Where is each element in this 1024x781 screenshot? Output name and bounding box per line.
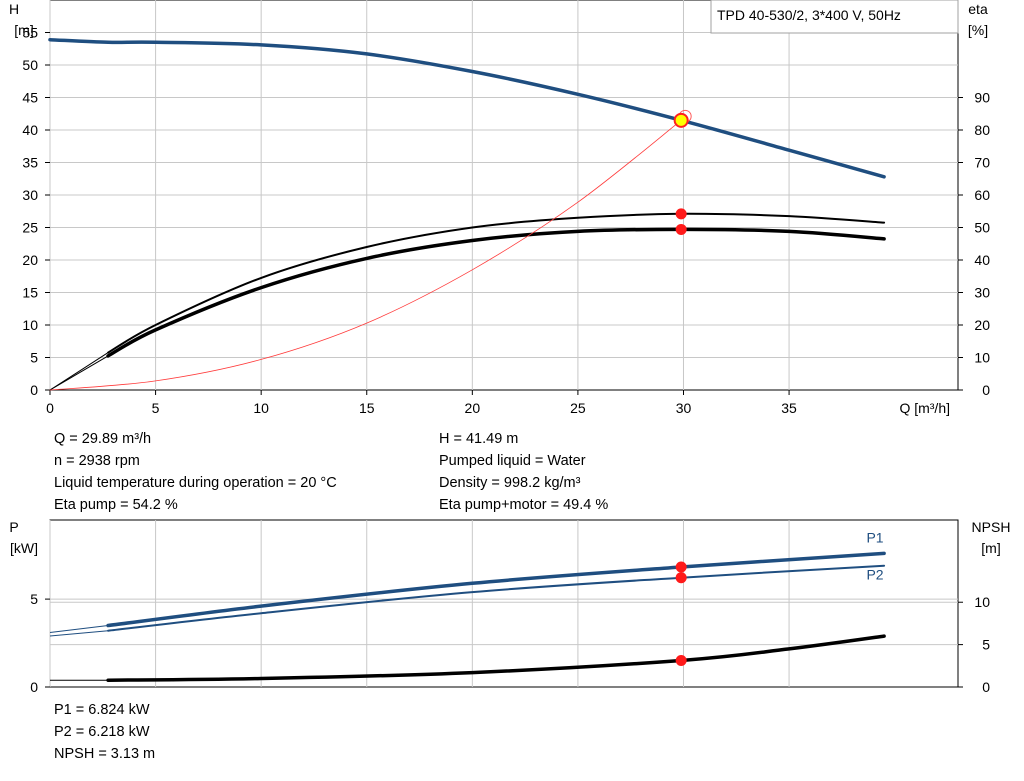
eta-pump-motor-curve	[106, 227, 886, 358]
y-tick-label: 30	[22, 187, 38, 203]
head-axis-unit: [m]	[14, 22, 33, 38]
x-tick-label: 20	[465, 400, 481, 416]
x-tick-label: 15	[359, 400, 375, 416]
y-tick-label: 5	[30, 350, 38, 366]
p1-curve	[106, 551, 886, 628]
eta-axis-unit: [%]	[968, 22, 988, 38]
x-tick-label: 30	[676, 400, 692, 416]
head-efficiency-plot: 0 5 10 15 20 25 30 35 0 5 10 15 20 25 30 35 40 45 50 55 0 10 2…	[9, 0, 990, 416]
duty-point	[673, 112, 689, 128]
info-head: H = 41.49 m	[439, 431, 519, 447]
y-tick-label: 55	[22, 25, 38, 41]
x-tick-label: 10	[253, 400, 269, 416]
y2-tick-label: 10	[974, 594, 990, 610]
p1-curve-label: P1	[866, 529, 883, 545]
info-liquid-temperature: Liquid temperature during operation = 20…	[54, 475, 337, 491]
y-tick-label: 40	[22, 122, 38, 138]
x-tick-label: 25	[570, 400, 586, 416]
p1-point	[675, 561, 687, 573]
npsh-axis-label: NPSH	[972, 519, 1011, 535]
y2-tick-label: 50	[974, 220, 990, 236]
p2-curve-label: P2	[866, 567, 883, 583]
y2-tick-label: 0	[982, 382, 990, 398]
y2-tick-label: 40	[974, 252, 990, 268]
y-tick-label: 5	[30, 591, 38, 607]
eta-pump-point	[675, 208, 687, 220]
info-p2: P2 = 6.218 kW	[54, 724, 150, 740]
head-curve	[48, 37, 886, 179]
head-axis-label: H	[9, 1, 19, 17]
info-p1: P1 = 6.824 kW	[54, 702, 150, 718]
power-npsh-plot: 0 5 0 5 10 P [kW] NPSH [m] P1 P2	[9, 519, 1010, 695]
p2-point	[675, 572, 687, 584]
legend-title: TPD 40-530/2, 3*400 V, 50Hz	[717, 7, 901, 23]
legend-box	[710, 0, 959, 34]
x-tick-label: 0	[46, 400, 54, 416]
p2-curve-start	[49, 630, 109, 637]
y-tick-label: 0	[30, 382, 38, 398]
npsh-curve	[106, 634, 886, 682]
y-tick-label: 10	[22, 317, 38, 333]
y-tick-label: 25	[22, 220, 38, 236]
x-tick-label: 5	[152, 400, 160, 416]
y2-tick-label: 10	[974, 350, 990, 366]
info-pumped-liquid: Pumped liquid = Water	[439, 453, 586, 469]
eta-pump-motor-curve-start	[49, 355, 109, 391]
npsh-point	[675, 654, 687, 666]
y2-tick-label: 20	[974, 317, 990, 333]
p2-curve	[107, 564, 886, 632]
operating-info-left: Q = 29.89 m³/h n = 2938 rpm Liquid tempe…	[54, 428, 337, 516]
operating-info-right: H = 41.49 m Pumped liquid = Water Densit…	[439, 428, 608, 516]
power-info: P1 = 6.824 kW P2 = 6.218 kW NPSH = 3.13 …	[54, 699, 155, 765]
y2-tick-label: 0	[982, 679, 990, 695]
y2-tick-label: 70	[974, 155, 990, 171]
info-speed: n = 2938 rpm	[54, 453, 140, 469]
y-tick-label: 50	[22, 57, 38, 73]
x-tick-label: 35	[781, 400, 797, 416]
y2-tick-label: 30	[974, 285, 990, 301]
y-tick-label: 20	[22, 252, 38, 268]
y2-tick-label: 60	[974, 187, 990, 203]
y-tick-label: 0	[30, 679, 38, 695]
y2-tick-label: 5	[982, 637, 990, 653]
eta-pump-motor-point	[675, 223, 687, 235]
y-tick-label: 15	[22, 285, 38, 301]
info-npsh: NPSH = 3.13 m	[54, 746, 156, 762]
eta-axis-label: eta	[968, 1, 988, 17]
power-axis-unit: [kW]	[10, 540, 38, 556]
info-flow: Q = 29.89 m³/h	[54, 431, 152, 447]
eta-pump-curve	[107, 212, 886, 354]
y2-tick-label: 90	[974, 90, 990, 106]
y-tick-label: 35	[22, 155, 38, 171]
head-curve-start	[49, 39, 109, 43]
y-tick-label: 45	[22, 90, 38, 106]
info-eta-pump-motor: Eta pump+motor = 49.4 %	[439, 497, 609, 513]
power-axis-label: P	[9, 519, 18, 535]
flow-axis-label: Q [m³/h]	[899, 400, 950, 416]
power-plot-frame	[49, 519, 959, 688]
info-eta-pump: Eta pump = 54.2 %	[54, 497, 178, 513]
y2-tick-label: 80	[974, 122, 990, 138]
info-density: Density = 998.2 kg/m³	[439, 475, 581, 491]
p1-curve-start	[49, 625, 109, 633]
npsh-axis-unit: [m]	[981, 540, 1000, 556]
system-curve	[49, 119, 682, 391]
